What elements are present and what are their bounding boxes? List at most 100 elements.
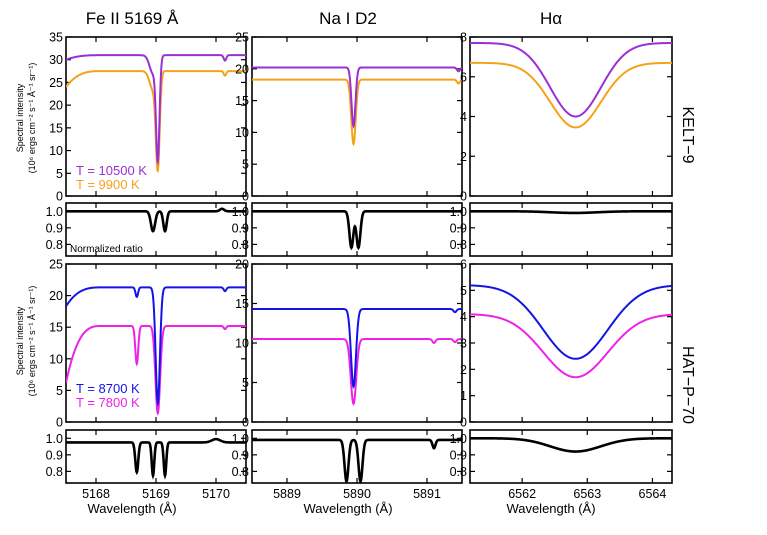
column-title-na-i: Na I D2 xyxy=(319,9,377,28)
row1-col0-ratio-frame xyxy=(65,429,247,484)
row0-col1-ratio-ytick-label-2: 1.0 xyxy=(232,205,249,219)
row1-col2-spectrum-panel: 0 1 2 3 4 5 6 xyxy=(460,258,673,430)
row0-col2-spectrum-frame xyxy=(469,36,673,197)
row0-col2-ratio-line xyxy=(470,209,672,215)
legend-entry-9900k: T = 9900 K xyxy=(76,177,140,192)
row0-col1-ratio-line xyxy=(252,209,462,251)
row1-col0-ratio-xtick-label-1: 5169 xyxy=(142,487,170,501)
legend-entry-8700k: T = 8700 K xyxy=(76,381,140,396)
row1-col2-ratio-panel: 0.8 0.9 1.0 6562 6563 6564 xyxy=(450,429,673,501)
row1-col2-spectrum-ytick-label-5: 5 xyxy=(460,284,467,298)
ylabel-top-line2: (10⁶ ergs cm⁻² s⁻¹ Å⁻¹ sr⁻¹) xyxy=(27,63,37,174)
row0-col2-ratio-ytick-label-2: 1.0 xyxy=(450,205,467,219)
row0-col0-spectrum-ytick-label-1: 5 xyxy=(56,167,63,181)
row1-col2-ratio-ytick-label-1: 0.9 xyxy=(450,448,467,462)
row0-col0-ratio-ytick-label-0: 0.8 xyxy=(46,238,63,252)
row1-col0-spectrum-ytick-label-1: 5 xyxy=(56,384,63,398)
row0-col2-spectrum-ytick-label-2: 4 xyxy=(460,110,467,124)
ylabel-bottom: Spectral intensity (10⁶ ergs cm⁻² s⁻¹ Å⁻… xyxy=(15,286,37,397)
row1-col2-ratio-frame xyxy=(469,429,673,484)
row1-col0-ratio-panel: 0.8 0.9 1.0 5168 5169 5170 xyxy=(46,429,247,501)
row1-col0-ratio-ytick-label-0: 0.8 xyxy=(46,465,63,479)
row1-col0-spectrum-ytick-label-5: 25 xyxy=(49,258,63,272)
row0-col0-ratio-line xyxy=(66,207,246,234)
row0-col2-ratio-ytick-label-0: 0.8 xyxy=(450,238,467,252)
row0-col1-spectrum-ytick-label-5: 25 xyxy=(235,31,249,45)
row1-col1-spectrum-ytick-label-4: 20 xyxy=(235,258,249,272)
row0-col2-ratio-ytick-label-1: 0.9 xyxy=(450,221,467,235)
row0-col2-ratio-panel: 0.8 0.9 1.0 xyxy=(450,202,673,257)
ylabel-bottom-line2: (10⁶ ergs cm⁻² s⁻¹ Å⁻¹ sr⁻¹) xyxy=(27,286,37,397)
row0-col2-series-0-line xyxy=(470,41,672,118)
row1-col1-ratio-ytick-label-1: 0.9 xyxy=(232,448,249,462)
ylabel-bottom-line1: Spectral intensity xyxy=(15,306,25,375)
row1-col0-spectrum-panel: 0 5 10 15 20 25 xyxy=(49,258,247,430)
row1-col2-ratio-xtick-label-0: 6562 xyxy=(508,487,536,501)
row1-col0-spectrum-ytick-label-3: 15 xyxy=(49,321,63,335)
row1-col2-series-1-line xyxy=(470,313,672,379)
row0-col2-spectrum-panel: 0 2 4 6 8 xyxy=(460,31,673,204)
row0-col0-spectrum-ytick-label-0: 0 xyxy=(56,190,63,204)
column-title-fe-ii: Fe II 5169 Å xyxy=(86,9,179,28)
row1-col0-spectrum-ytick-label-4: 20 xyxy=(49,289,63,303)
row0-col1-ratio-panel: 0.8 0.9 1.0 xyxy=(232,202,463,257)
row0-col1-ratio-ytick-label-0: 0.8 xyxy=(232,238,249,252)
ratio-note: Normalized ratio xyxy=(70,244,143,255)
row-label-kelt-9: KELT−9 xyxy=(679,106,696,163)
row1-col2-spectrum-ytick-label-4: 4 xyxy=(460,310,467,324)
row1-col1-ratio-ytick-label-2: 1.0 xyxy=(232,432,249,446)
row0-col0-ratio-panel: 0.8 0.9 1.0 xyxy=(46,202,247,257)
row0-col2-spectrum-ytick-label-4: 8 xyxy=(460,31,467,45)
row1-col1-ratio-xtick-label-0: 5889 xyxy=(273,487,301,501)
row0-col0-spectrum-panel: 0 5 10 15 20 25 30 35 xyxy=(49,31,247,204)
row0-col0-ratio-ytick-label-2: 1.0 xyxy=(46,205,63,219)
row0-col0-ratio-ytick-label-1: 0.9 xyxy=(46,221,63,235)
row1-col0-ratio-xtick-label-2: 5170 xyxy=(202,487,230,501)
row0-col1-series-1-line xyxy=(252,78,462,147)
row0-col1-spectrum-panel: 0 5 10 15 20 25 xyxy=(235,31,463,204)
row0-col1-spectrum-ytick-label-0: 0 xyxy=(242,190,249,204)
row1-col2-spectrum-ytick-label-6: 6 xyxy=(460,258,467,272)
row-label-hat-p-70: HAT−P−70 xyxy=(679,346,696,424)
row0-col0-spectrum-ytick-label-5: 25 xyxy=(49,76,63,90)
row1-col1-spectrum-ytick-label-3: 15 xyxy=(235,297,249,311)
row0-col1-spectrum-ytick-label-1: 5 xyxy=(242,158,249,172)
row1-col1-ratio-xtick-label-1: 5890 xyxy=(343,487,371,501)
legend-entry-7800k: T = 7800 K xyxy=(76,395,140,410)
row0-col0-series-0-line xyxy=(66,54,246,166)
row1-col2-spectrum-ytick-label-2: 2 xyxy=(460,363,467,377)
row0-col1-spectrum-frame xyxy=(251,36,463,197)
row0-col1-spectrum-ytick-label-3: 15 xyxy=(235,94,249,108)
xlabel-col-2: Wavelength (Å) xyxy=(506,501,595,516)
row1-col1-series-0-line xyxy=(252,308,462,389)
ylabel-top: Spectral intensity (10⁶ ergs cm⁻² s⁻¹ Å⁻… xyxy=(15,63,37,174)
row1-col1-spectrum-panel: 0 5 10 15 20 xyxy=(235,258,463,430)
row1-col2-spectrum-frame xyxy=(469,263,673,423)
legend-entry-10500k: T = 10500 K xyxy=(76,163,147,178)
row1-col1-series-1-line xyxy=(252,338,462,406)
row1-col2-ratio-ytick-label-2: 1.0 xyxy=(450,432,467,446)
row1-col0-ratio-line xyxy=(66,437,246,480)
row0-col0-spectrum-ytick-label-2: 10 xyxy=(49,144,63,158)
row1-col1-spectrum-ytick-label-1: 5 xyxy=(242,376,249,390)
row1-col2-spectrum-ytick-label-3: 3 xyxy=(460,337,467,351)
row0-col0-spectrum-ytick-label-4: 20 xyxy=(49,99,63,113)
row0-col2-spectrum-ytick-label-0: 0 xyxy=(460,190,467,204)
row0-col1-series-0-line xyxy=(252,66,462,129)
row1-col2-ratio-line xyxy=(470,436,672,453)
row1-col1-spectrum-ytick-label-0: 0 xyxy=(242,416,249,430)
xlabel-col-0: Wavelength (Å) xyxy=(87,501,176,516)
xlabel-col-1: Wavelength (Å) xyxy=(303,501,392,516)
row1-col1-ratio-ytick-label-0: 0.8 xyxy=(232,465,249,479)
row1-col2-ratio-xtick-label-1: 6563 xyxy=(573,487,601,501)
row1-col2-series-0-line xyxy=(470,284,672,360)
row1-col1-ratio-panel: 0.8 0.9 1.0 5889 5890 5891 xyxy=(232,429,463,501)
row1-col2-ratio-xtick-label-2: 6564 xyxy=(639,487,667,501)
row0-col2-spectrum-ytick-label-3: 6 xyxy=(460,70,467,84)
row1-col1-ratio-xtick-label-2: 5891 xyxy=(413,487,441,501)
row0-col0-spectrum-ytick-label-7: 35 xyxy=(49,31,63,45)
row1-col0-spectrum-ytick-label-2: 10 xyxy=(49,352,63,366)
row1-col0-spectrum-ytick-label-0: 0 xyxy=(56,416,63,430)
row0-col1-spectrum-ytick-label-4: 20 xyxy=(235,62,249,76)
